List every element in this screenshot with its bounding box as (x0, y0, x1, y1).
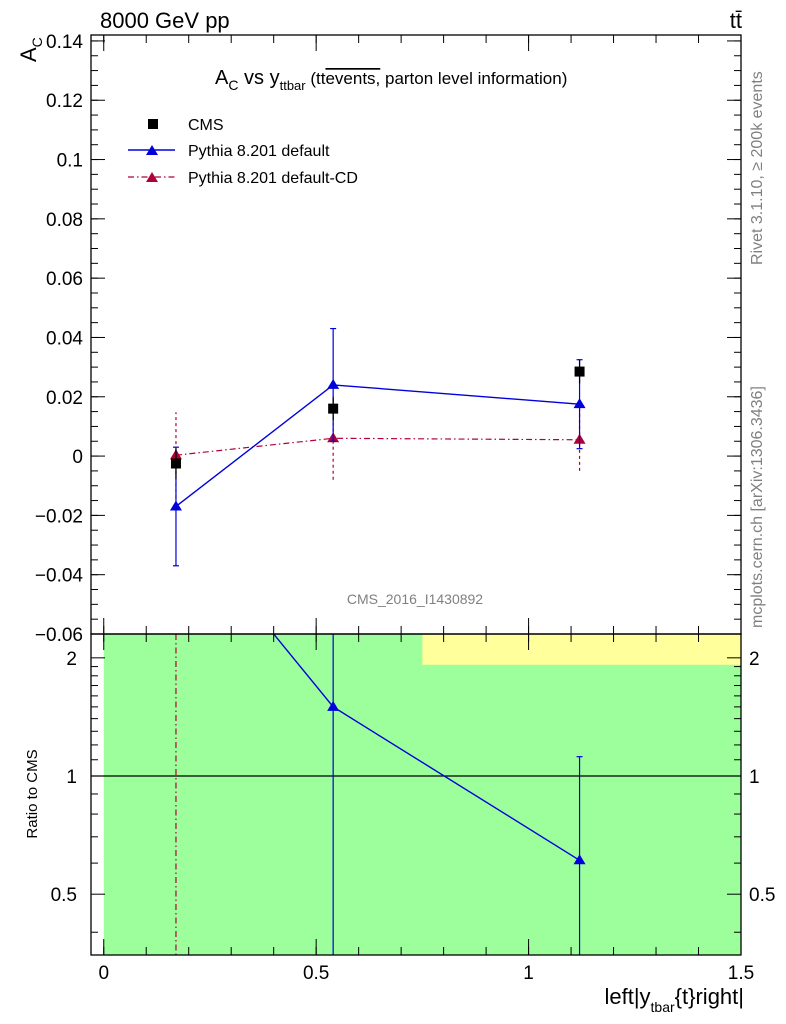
ratio-ytick-label-right: 2 (749, 649, 760, 670)
ratio-ytick-label-right: 1 (749, 767, 760, 788)
title-paren-open: (tt (306, 69, 326, 88)
main-ytick-label: 0.06 (46, 269, 83, 290)
main-ytick-label: 0.14 (46, 32, 83, 53)
ratio-pythia-marker (327, 700, 340, 711)
cms-marker (328, 403, 339, 414)
main-ylabel-sub: C (29, 37, 45, 47)
legend: CMS Pythia 8.201 default Pythia 8.201 de… (128, 117, 358, 187)
main-series (169, 327, 586, 567)
main-ytick-label: 0.02 (46, 388, 83, 409)
ratio-ytick-label-left: 0.5 (51, 885, 77, 906)
main-ytick-label: 0.12 (46, 91, 83, 112)
pythia-marker (573, 398, 586, 409)
rivet-side-text: Rivet 3.1.10, ≥ 200k events (749, 71, 766, 265)
cms-marker (170, 458, 181, 469)
main-ticks: −0.06 −0.04 −0.02 0 0.02 0.04 0.06 0.08 0.1 0.12 0… (35, 32, 742, 646)
title-overlined: events, (325, 69, 380, 88)
pythia-marker (169, 500, 182, 511)
main-ylabel: AC (16, 37, 45, 62)
ratio-xtick-label: 0.5 (303, 963, 329, 984)
cd-series-line (175, 437, 580, 456)
main-ytick-label: 0.08 (46, 210, 83, 231)
ratio-xtick-label: 0 (98, 963, 109, 984)
ratio-bands (91, 634, 741, 955)
pythia-marker (327, 378, 340, 389)
ratio-frame (90, 633, 742, 956)
ratio-xlabel: left|ytbar{t}right| (604, 984, 744, 1015)
legend-pythia-cd-marker (146, 172, 158, 182)
main-ytick-label: 0 (72, 447, 83, 468)
main-ytick-label: −0.02 (35, 506, 83, 527)
ratio-ytick-label-left: 1 (66, 767, 77, 788)
legend-pythia-label: Pythia 8.201 default (188, 143, 330, 160)
main-ytick-label: 0.1 (57, 151, 83, 172)
ratio-ytick-label-right: 0.5 (749, 885, 775, 906)
analysis-watermark: CMS_2016_I1430892 (347, 591, 483, 607)
ratio-band-green (103, 634, 741, 955)
title-vs: vs y (238, 67, 279, 89)
site-side-text: mcplots.cern.ch [arXiv:1306.3436] (749, 386, 766, 628)
legend-cms-label: CMS (188, 117, 224, 134)
ratio-series (175, 633, 586, 955)
ratio-xlabel-rest: {t}right| (675, 984, 744, 1009)
main-ytick-label: −0.04 (35, 566, 84, 587)
title-vs-sub: ttbar (280, 78, 307, 93)
title-rest: parton level information) (380, 69, 567, 88)
energy-label: 8000 GeV pp (100, 8, 230, 33)
title-main: A (215, 67, 229, 89)
title-main-sub: C (228, 77, 238, 93)
ratio-pythia-marker (573, 854, 586, 865)
ratio-xtick-label: 1 (523, 963, 534, 984)
legend-pythia-cd-label: Pythia 8.201 default-CD (188, 170, 358, 187)
main-ylabel-main: A (16, 47, 41, 62)
legend-cms-marker (148, 119, 158, 129)
process-label: tt̄ (730, 8, 742, 33)
ratio-ylabel: Ratio to CMS (24, 749, 41, 838)
ratio-band-yellow (422, 634, 741, 665)
main-ytick-label: 0.04 (46, 328, 83, 349)
pythia-series-line (175, 384, 580, 508)
ratio-ytick-label-left: 2 (66, 649, 77, 670)
ratio-xtick-label: 1.5 (728, 963, 754, 984)
cms-marker (574, 366, 585, 377)
ratio-panel: 0.5 0.5 1 1 2 2 0 0.5 1 1.5 Ratio to CMS left|ytb… (24, 633, 775, 1015)
ratio-xlabel-sub: tbar (651, 999, 675, 1015)
ratio-xlabel-main: left|y (604, 984, 650, 1009)
main-panel: AC vs yttbar (ttevents, parton level inf… (16, 32, 742, 646)
main-ytick-label: −0.06 (35, 625, 83, 646)
main-title: AC vs yttbar (ttevents, parton level inf… (215, 67, 567, 93)
legend-pythia-marker (146, 145, 158, 155)
